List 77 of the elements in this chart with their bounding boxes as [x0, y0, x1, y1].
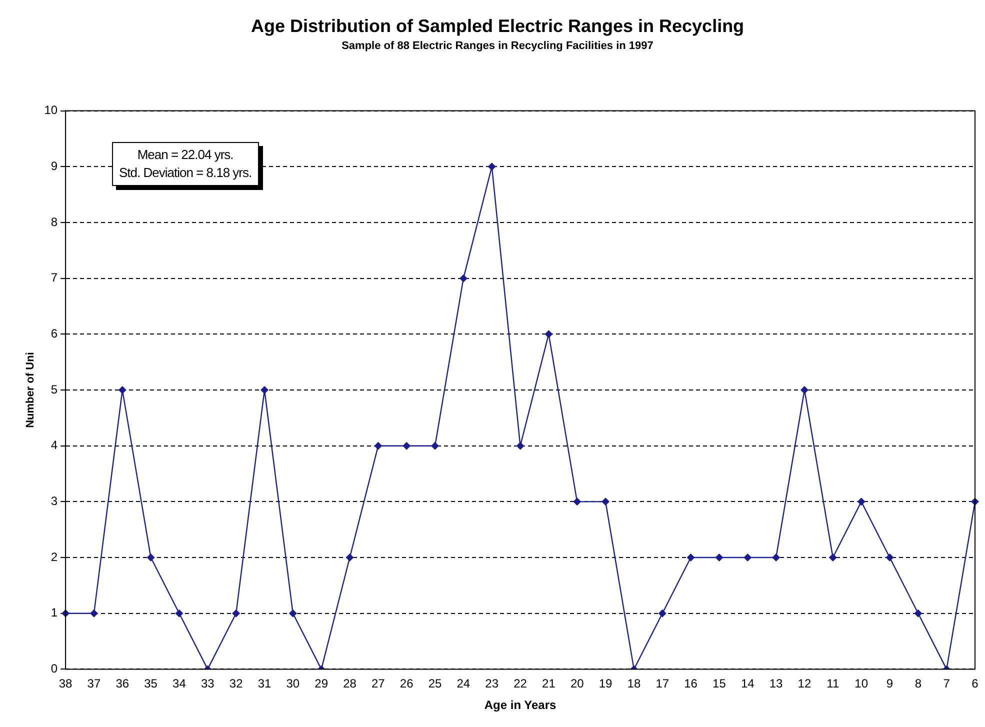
- point: [374, 442, 382, 450]
- x-tick-label: 13: [769, 676, 784, 691]
- x-axis-title: Age in Years: [484, 698, 557, 712]
- x-tick-label: 25: [428, 676, 442, 691]
- point: [431, 442, 440, 450]
- y-tick-label: 1: [50, 606, 58, 620]
- y-tick-label: 5: [50, 382, 58, 396]
- point: [686, 554, 695, 562]
- annotation: Std. Deviation = 8.18 yrs.: [119, 164, 252, 182]
- point: [800, 386, 808, 394]
- x-tick-label: 16: [684, 676, 698, 691]
- x-tick-label: 15: [712, 676, 726, 691]
- x-tick-label: 37: [87, 676, 101, 691]
- point: [857, 498, 866, 506]
- x-tick-label: 10: [854, 676, 868, 691]
- x-tick-label: 26: [400, 676, 414, 691]
- x-tick-label: 17: [656, 676, 670, 691]
- y-tick-label: 10: [44, 103, 58, 118]
- point: [488, 162, 496, 171]
- point: [118, 386, 126, 394]
- x-tick-label: 35: [144, 676, 158, 691]
- x-tick-label: 30: [286, 676, 300, 691]
- x-tick-label: 18: [627, 676, 641, 691]
- x-tick-label: 12: [798, 676, 812, 691]
- x-tick-label: 7: [943, 676, 950, 691]
- x-tick-label: 23: [485, 676, 499, 691]
- chart-subtitle: Sample of 88 Electric Ranges in Recycling Facilities in 1997: [342, 40, 654, 52]
- point: [602, 498, 610, 506]
- x-tick-label: 36: [116, 676, 130, 691]
- x-tick-label: 19: [598, 676, 613, 691]
- x-tick-label: 24: [456, 676, 470, 691]
- x-tick-label: 34: [172, 676, 186, 691]
- x-tick-label: 20: [570, 676, 584, 691]
- y-tick-label: 9: [50, 158, 58, 173]
- point: [516, 442, 524, 450]
- point: [288, 609, 297, 618]
- point: [772, 554, 780, 562]
- point: [886, 554, 894, 562]
- y-tick-label: 3: [50, 494, 58, 508]
- x-tick-label: 28: [343, 676, 357, 691]
- x-tick-label: 33: [200, 676, 215, 691]
- point: [828, 554, 837, 562]
- point: [260, 386, 268, 394]
- y-tick-label: 7: [50, 270, 58, 285]
- x-tick-label: 9: [886, 676, 894, 691]
- x-tick-label: 8: [914, 676, 922, 691]
- x-tick-label: 11: [826, 676, 840, 691]
- y-tick-label: 2: [50, 550, 58, 564]
- x-tick-label: 21: [542, 676, 556, 691]
- y-tick-label: 8: [50, 214, 58, 229]
- x-tick-label: 6: [972, 676, 979, 691]
- y-tick-label: 0: [50, 662, 58, 676]
- point: [573, 498, 582, 506]
- y-tick-label: 6: [50, 326, 58, 340]
- point: [90, 609, 98, 618]
- point: [914, 609, 922, 618]
- x-tick-label: 38: [58, 676, 73, 691]
- point: [658, 609, 666, 618]
- y-tick-label: 4: [50, 438, 58, 452]
- point: [402, 442, 411, 450]
- y-axis-title: Number of Uni: [24, 352, 37, 428]
- point: [232, 609, 240, 618]
- point: [715, 554, 724, 562]
- x-tick-label: 14: [740, 676, 755, 691]
- x-tick-label: 31: [258, 676, 272, 691]
- point: [146, 554, 155, 562]
- chart-title: Age Distribution of Sampled Electric Ranges in Recycling: [250, 16, 744, 36]
- point: [346, 554, 354, 562]
- point: [544, 330, 553, 338]
- annotation: Mean = 22.04 yrs.: [136, 146, 234, 164]
- point: [175, 609, 184, 618]
- x-tick-label: 32: [229, 676, 244, 691]
- point: [459, 274, 468, 282]
- x-tick-label: 27: [371, 676, 386, 691]
- x-tick-label: 29: [314, 676, 328, 691]
- point: [744, 554, 752, 562]
- x-tick-label: 22: [514, 676, 528, 691]
